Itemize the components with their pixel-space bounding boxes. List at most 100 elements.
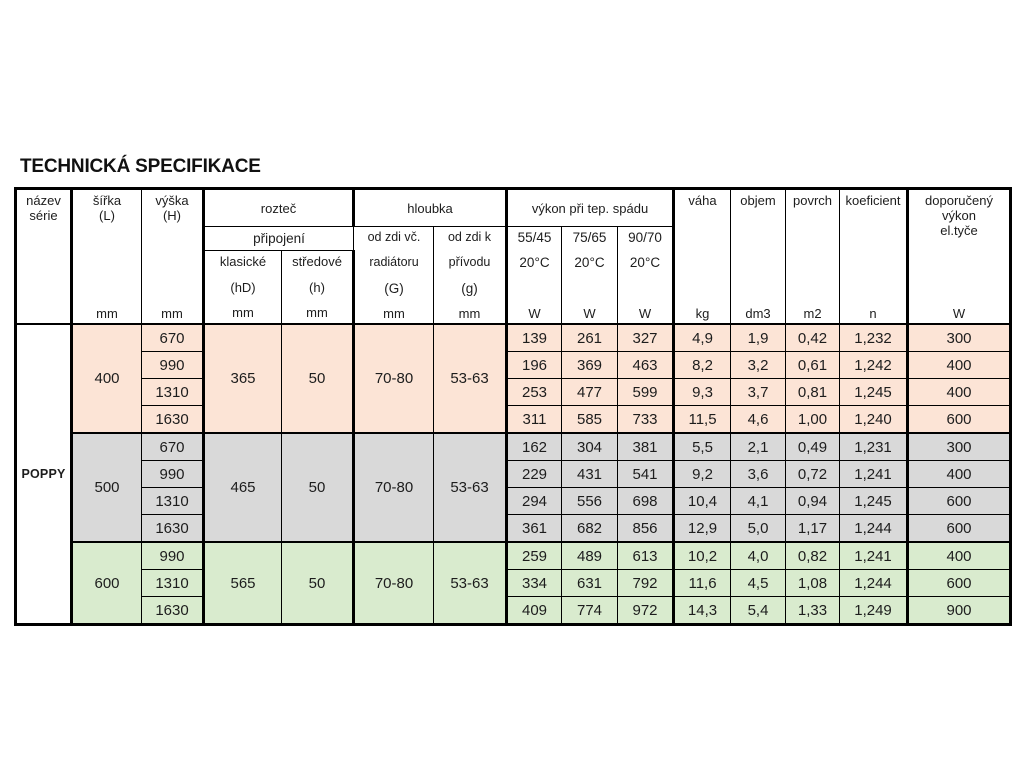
header-koeficient: koeficient n	[839, 188, 910, 325]
table-row: 990 196 369 463 8,2 3,2 0,61 1,242 400	[16, 351, 1012, 379]
value-cell: 541	[617, 460, 676, 488]
value-cell: 11,6	[673, 569, 732, 597]
hloubka-G-cell: 70-80	[353, 323, 434, 434]
header-vaha: váha kg	[673, 188, 732, 325]
value-cell: 4,5	[730, 569, 787, 597]
height-cell: 990	[141, 351, 205, 379]
value-cell: 400	[907, 351, 1012, 379]
value-cell: 381	[617, 432, 676, 461]
header-unit: mm	[96, 306, 118, 321]
table-row: 1630 361 682 856 12,9 5,0 1,17 1,244 600	[16, 514, 1012, 543]
value-cell: 400	[907, 460, 1012, 488]
header-line: váha	[688, 193, 717, 208]
header-doporuceny: doporučený výkon el.tyče W	[907, 188, 1012, 325]
value-cell: 327	[617, 323, 676, 352]
value-cell: 229	[506, 460, 563, 488]
value-cell: 0,81	[785, 378, 841, 406]
value-cell: 9,2	[673, 460, 732, 488]
header-klasicke: klasické (hD) mm	[203, 250, 282, 325]
value-cell: 4,9	[673, 323, 732, 352]
header-line: název	[26, 193, 61, 208]
height-cell: 1310	[141, 569, 205, 597]
value-cell: 12,9	[673, 514, 732, 543]
value-cell: 259	[506, 541, 563, 570]
header-line: 20°C	[574, 255, 605, 270]
header-povrch: povrch m2	[785, 188, 841, 325]
height-cell: 1630	[141, 405, 205, 434]
header-line: objem	[740, 193, 776, 208]
value-cell: 304	[561, 432, 619, 461]
header-line: radiátoru	[369, 255, 419, 270]
value-cell: 294	[506, 487, 563, 515]
header-line: šířka	[92, 193, 122, 208]
header-line: klasické	[219, 254, 267, 269]
width-cell: 500	[71, 432, 142, 543]
header-unit: mm	[232, 305, 254, 320]
header-od-zdi-radiatoru: od zdi vč. radiátoru (G) mm	[353, 226, 434, 325]
hloubka-g-cell: 53-63	[432, 541, 509, 625]
header-line: koeficient	[845, 193, 901, 208]
hloubka-G-cell: 70-80	[353, 541, 434, 625]
header-unit: mm	[383, 305, 405, 321]
value-cell: 599	[617, 378, 676, 406]
value-cell: 300	[907, 323, 1012, 352]
value-cell: 1,232	[839, 323, 910, 352]
header-group-vykon: výkon při tep. spádu	[506, 188, 676, 227]
header-unit: mm	[458, 305, 481, 321]
value-cell: 1,241	[839, 541, 910, 570]
header-line: doporučený	[925, 193, 993, 208]
header-unit: dm3	[745, 306, 771, 321]
header-unit: kg	[695, 306, 710, 321]
header-unit: W	[583, 306, 596, 321]
value-cell: 1,17	[785, 514, 841, 543]
header-line: 75/65	[572, 230, 607, 245]
value-cell: 1,244	[839, 569, 910, 597]
value-cell: 463	[617, 351, 676, 379]
value-cell: 4,1	[730, 487, 787, 515]
value-cell: 196	[506, 351, 563, 379]
header-sirka: šířka (L) mm	[71, 188, 142, 325]
value-cell: 1,08	[785, 569, 841, 597]
header-line: (L)	[99, 208, 115, 223]
header-5545: 55/45 20°C W	[506, 226, 563, 325]
spec-table: název série šířka (L) mm výška (H) mm	[14, 187, 1013, 626]
value-cell: 600	[907, 405, 1012, 434]
value-cell: 261	[561, 323, 619, 352]
value-cell: 1,244	[839, 514, 910, 543]
value-cell: 1,245	[839, 378, 910, 406]
value-cell: 489	[561, 541, 619, 570]
value-cell: 1,00	[785, 405, 841, 434]
width-cell: 600	[71, 541, 142, 625]
value-cell: 477	[561, 378, 619, 406]
value-cell: 600	[907, 514, 1012, 543]
table-row: 990 229 431 541 9,2 3,6 0,72 1,241 400	[16, 460, 1012, 488]
height-cell: 1310	[141, 378, 205, 406]
header-line: od zdi vč.	[367, 230, 421, 244]
height-cell: 990	[141, 460, 205, 488]
value-cell: 2,1	[730, 432, 787, 461]
roztec-stredove-cell: 50	[281, 541, 355, 625]
value-cell: 4,6	[730, 405, 787, 434]
value-cell: 972	[617, 596, 676, 625]
header-line: od zdi k	[447, 230, 492, 244]
value-cell: 682	[561, 514, 619, 543]
header-unit: W	[952, 306, 966, 321]
value-cell: 3,6	[730, 460, 787, 488]
value-cell: 792	[617, 569, 676, 597]
table-row: 1630 311 585 733 11,5 4,6 1,00 1,240 600	[16, 405, 1012, 434]
header-group-hloubka: hloubka	[352, 188, 509, 227]
value-cell: 1,240	[839, 405, 910, 434]
header-line: povrch	[793, 193, 833, 208]
value-cell: 0,82	[785, 541, 841, 570]
value-cell: 5,0	[730, 514, 787, 543]
value-cell: 613	[617, 541, 676, 570]
header-stredove: středové (h) mm	[281, 250, 355, 325]
header-line: 55/45	[517, 230, 552, 245]
value-cell: 334	[506, 569, 563, 597]
value-cell: 600	[907, 569, 1012, 597]
hloubka-G-cell: 70-80	[353, 432, 434, 543]
value-cell: 0,94	[785, 487, 841, 515]
value-cell: 5,4	[730, 596, 787, 625]
value-cell: 0,49	[785, 432, 841, 461]
value-cell: 1,9	[730, 323, 787, 352]
